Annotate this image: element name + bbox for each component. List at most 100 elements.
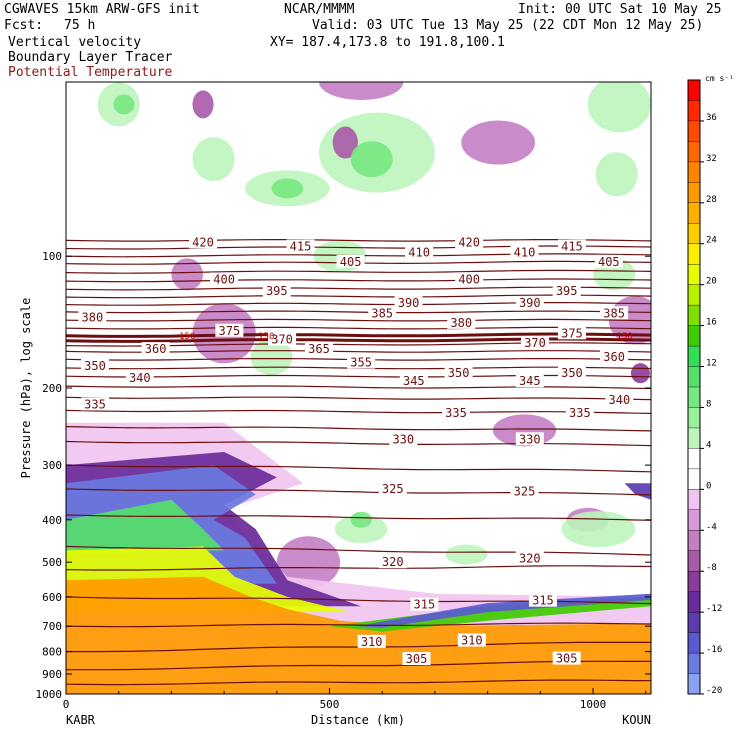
theta-label-bg xyxy=(552,651,581,665)
theta-contour-line xyxy=(66,318,651,322)
theta-label-bg xyxy=(521,336,550,350)
init-time: Init: 00 UTC Sat 10 May 25 xyxy=(518,2,722,17)
velocity-blob xyxy=(332,126,358,159)
theta-label-bg xyxy=(78,310,107,324)
theta-label-bg xyxy=(210,272,239,286)
cross-section-endpoints: XY= 187.4,173.8 to 191.8,100.1 xyxy=(270,35,505,50)
theta-label-bg xyxy=(378,481,407,495)
colorbar-label: 4 xyxy=(706,440,711,450)
theta-inline-mark: 150 xyxy=(617,332,633,342)
theta-label-bg xyxy=(215,323,244,337)
colorbar-swatch xyxy=(687,182,701,204)
field-vertical-velocity: Vertical velocity xyxy=(8,35,142,50)
theta-contour-line xyxy=(66,332,651,338)
theta-label-bg xyxy=(399,374,428,388)
velocity-blob xyxy=(587,82,651,133)
theta-label-bg xyxy=(368,306,397,320)
theta-label: 395 xyxy=(266,284,288,298)
theta-contours xyxy=(66,239,651,686)
colorbar-swatch xyxy=(687,223,701,245)
colorbar-label: 28 xyxy=(706,195,717,205)
theta-label: 315 xyxy=(414,598,436,612)
y-tick-label: 500 xyxy=(42,556,62,569)
theta-label: 405 xyxy=(340,255,362,269)
theta-label: 375 xyxy=(561,326,583,340)
colorbar-swatch xyxy=(687,345,701,368)
forecast-hour: 75 h xyxy=(64,18,96,33)
theta-label: 305 xyxy=(556,652,578,666)
theta-label: 325 xyxy=(382,482,404,496)
theta-label-bg xyxy=(389,432,418,446)
colorbar-swatch xyxy=(687,632,701,654)
theta-contour-line xyxy=(66,464,651,473)
theta-contour-line xyxy=(66,278,651,283)
colorbar-swatch xyxy=(687,386,701,408)
colorbar-label: -8 xyxy=(706,563,717,573)
theta-label-bg xyxy=(141,342,170,356)
org-label: NCAR/MMMM xyxy=(284,2,355,17)
theta-label: 310 xyxy=(461,634,483,648)
theta-label-bg xyxy=(378,555,407,569)
theta-label-bg xyxy=(442,405,470,419)
x-endpoint-right: KOUN xyxy=(622,713,651,727)
theta-label-bg xyxy=(80,397,109,411)
theta-label: 360 xyxy=(145,342,167,356)
x-tick-label: 0 xyxy=(63,698,70,711)
theta-label: 350 xyxy=(84,359,106,373)
theta-label: 410 xyxy=(514,245,536,259)
field-boundary-layer-tracer: Boundary Layer Tracer xyxy=(8,50,173,65)
theta-contour-line xyxy=(66,337,651,343)
colorbar-swatch xyxy=(687,448,701,470)
theta-label-bg xyxy=(262,283,291,297)
theta-label: 325 xyxy=(514,485,536,499)
colorbar-swatch xyxy=(687,202,701,224)
theta-label: 365 xyxy=(308,342,330,356)
colorbar-label: 8 xyxy=(706,399,711,409)
theta-label-bg xyxy=(410,597,439,611)
colorbar: cm s⁻¹ 36 32 28 24 20 16 12 8 4 0 -4 -8 -12 -16 -20 xyxy=(687,74,734,696)
theta-label-bg xyxy=(402,652,431,666)
theta-label-bg xyxy=(557,366,586,380)
theta-label: 400 xyxy=(213,272,235,286)
theta-contour-line xyxy=(66,488,651,496)
colorbar-swatch xyxy=(687,100,701,122)
colorbar-label: -16 xyxy=(706,645,722,655)
theta-label-bg xyxy=(600,306,629,320)
theta-label: 320 xyxy=(519,551,541,565)
theta-label: 420 xyxy=(192,235,214,249)
colorbar-swatch xyxy=(687,509,701,531)
theta-label-bg xyxy=(515,432,544,446)
velocity-blob xyxy=(595,152,638,197)
colorbar-label: 16 xyxy=(706,318,717,328)
theta-label-bg xyxy=(357,634,386,648)
theta-label-bg xyxy=(80,358,109,372)
colorbar-swatch xyxy=(687,141,701,163)
x-endpoint-left: KABR xyxy=(66,713,96,727)
colorbar-label: 20 xyxy=(706,277,717,287)
theta-label-bg xyxy=(447,315,476,329)
theta-label: 335 xyxy=(445,406,467,420)
colorbar-label: -4 xyxy=(706,522,717,532)
valid-time: Valid: 03 UTC Tue 13 May 25 (22 CDT Mon … xyxy=(312,18,704,33)
theta-contour-line xyxy=(66,440,651,447)
velocity-blob xyxy=(445,544,488,565)
theta-label-bg xyxy=(515,296,544,310)
theta-label-bg xyxy=(444,366,473,380)
velocity-blob xyxy=(334,515,388,544)
theta-label: 405 xyxy=(598,255,620,269)
theta-label: 385 xyxy=(371,306,393,320)
velocity-blob xyxy=(561,511,636,548)
theta-label: 330 xyxy=(519,432,541,446)
theta-label: 415 xyxy=(290,239,312,253)
y-axis-label: Pressure (hPa), log scale xyxy=(19,298,33,479)
velocity-blob xyxy=(171,258,204,291)
velocity-blob xyxy=(350,141,393,178)
boundary-layer-shading xyxy=(66,499,225,555)
theta-contour-labels: 420 415 420 410 410 415 405 405 400 400 395 395 390 3… xyxy=(78,235,634,666)
theta-label: 420 xyxy=(458,235,480,249)
theta-label: 355 xyxy=(350,356,372,370)
theta-contour-line xyxy=(66,302,651,306)
theta-label-bg xyxy=(510,245,539,259)
theta-contour-line xyxy=(66,374,651,378)
colorbar-label: -12 xyxy=(706,604,722,614)
